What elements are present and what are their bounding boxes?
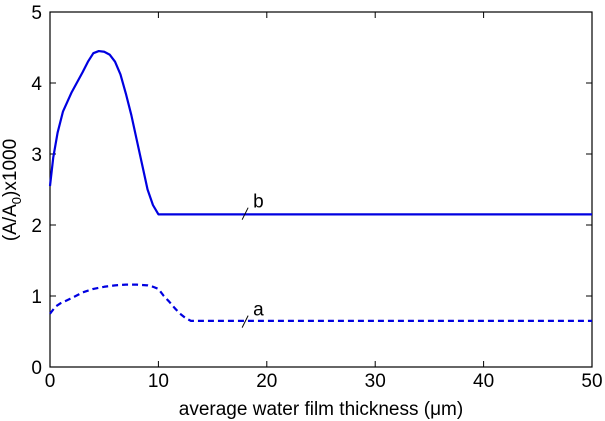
y-axis-label: (A/A0)x1000 (0, 139, 24, 241)
y-tick-label: 4 (31, 74, 42, 95)
y-tick-label: 0 (31, 358, 42, 379)
x-tick-label: 20 (256, 371, 277, 392)
y-tick-label: 3 (31, 145, 42, 166)
x-tick-label: 50 (581, 371, 602, 392)
x-tick-label: 30 (365, 371, 386, 392)
x-tick-label: 10 (148, 371, 169, 392)
x-tick-label: 40 (473, 371, 494, 392)
series-label-leader-a (241, 315, 249, 328)
y-tick-label: 1 (31, 287, 42, 308)
plot-frame (49, 11, 593, 368)
series-line-b (48, 49, 592, 216)
series-line-a (49, 283, 592, 322)
y-tick-label: 2 (31, 216, 42, 237)
x-tick-label: 0 (45, 371, 56, 392)
labels-layer: ba (241, 192, 264, 328)
series-label-a: a (253, 300, 264, 321)
series-label-b: b (253, 192, 264, 213)
series-layer (48, 49, 592, 322)
y-tick-label: 5 (31, 3, 42, 24)
y-axis-label-suffix: )x1000 (0, 139, 21, 197)
y-axis-label-prefix: (A/A (0, 204, 21, 241)
series-label-leader-b (241, 207, 249, 220)
y-axis-label-subscript: 0 (9, 197, 24, 204)
axis-ticks: 0 10 20 30 40 50 0 1 2 3 4 5 (31, 3, 602, 392)
x-axis-label: average water film thickness (μm) (179, 399, 463, 420)
